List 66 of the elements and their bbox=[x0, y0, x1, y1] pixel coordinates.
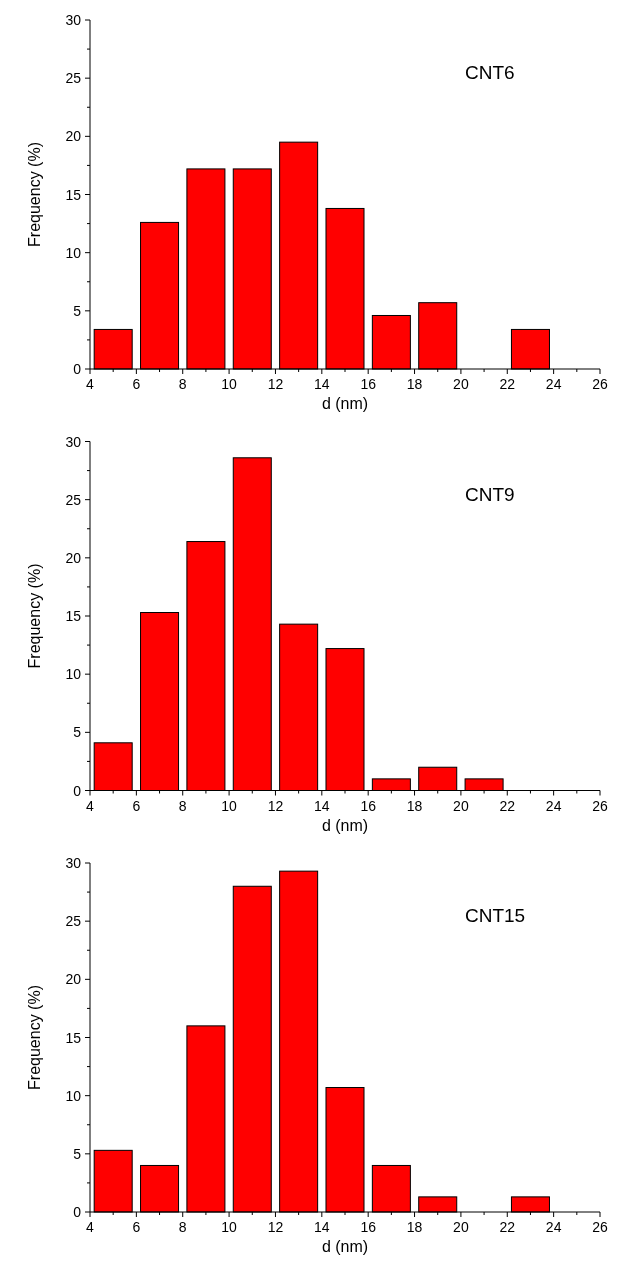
x-tick-label: 10 bbox=[221, 1219, 238, 1235]
x-tick-label: 22 bbox=[499, 1219, 516, 1235]
annotation: CNT9 bbox=[465, 483, 515, 505]
y-tick-label: 15 bbox=[65, 608, 82, 624]
x-tick-label: 18 bbox=[406, 797, 423, 814]
x-tick-label: 18 bbox=[406, 1219, 423, 1235]
y-tick-label: 15 bbox=[65, 186, 82, 203]
x-tick-label: 16 bbox=[360, 376, 377, 392]
x-tick-label: 16 bbox=[360, 1219, 377, 1235]
x-tick-label: 14 bbox=[314, 797, 330, 814]
x-tick-label: 6 bbox=[132, 1219, 141, 1235]
y-axis-title: Frequency (%) bbox=[26, 142, 43, 247]
x-tick-label: 12 bbox=[267, 797, 284, 814]
x-tick-label: 10 bbox=[221, 797, 238, 814]
x-tick-label: 24 bbox=[545, 376, 562, 392]
x-tick-label: 8 bbox=[178, 1219, 187, 1235]
x-tick-label: 26 bbox=[592, 797, 608, 814]
x-axis-title: d (nm) bbox=[321, 395, 369, 412]
y-tick-label: 30 bbox=[65, 433, 82, 450]
x-tick-label: 14 bbox=[314, 376, 330, 392]
x-tick-label: 22 bbox=[499, 797, 516, 814]
y-tick-label: 0 bbox=[73, 782, 82, 799]
y-tick-label: 20 bbox=[65, 128, 82, 145]
x-axis-title: d (nm) bbox=[321, 816, 369, 834]
y-tick-label: 0 bbox=[73, 1204, 82, 1220]
x-tick-label: 12 bbox=[267, 376, 284, 392]
y-tick-label: 5 bbox=[73, 302, 82, 319]
x-tick-label: 4 bbox=[86, 1219, 95, 1235]
x-tick-label: 8 bbox=[178, 376, 187, 392]
x-tick-label: 24 bbox=[545, 1219, 562, 1235]
x-tick-label: 14 bbox=[314, 1219, 330, 1235]
x-tick-label: 6 bbox=[132, 376, 141, 392]
x-tick-label: 20 bbox=[453, 797, 469, 814]
x-tick-label: 12 bbox=[267, 1219, 284, 1235]
y-tick-label: 5 bbox=[73, 724, 82, 741]
y-tick-label: 10 bbox=[65, 666, 82, 683]
y-tick-label: 20 bbox=[65, 971, 82, 988]
y-tick-label: 5 bbox=[73, 1145, 82, 1162]
x-tick-label: 26 bbox=[592, 1219, 608, 1235]
y-tick-label: 25 bbox=[65, 913, 82, 930]
annotation: CNT15 bbox=[465, 905, 526, 926]
y-tick-label: 30 bbox=[65, 855, 82, 871]
y-tick-label: 25 bbox=[65, 70, 82, 87]
y-tick-label: 20 bbox=[65, 549, 82, 566]
x-tick-label: 24 bbox=[545, 797, 562, 814]
x-tick-label: 16 bbox=[360, 797, 377, 814]
x-tick-label: 6 bbox=[132, 797, 141, 814]
y-axis-title: Frequency (%) bbox=[26, 563, 43, 669]
x-tick-label: 20 bbox=[453, 1219, 469, 1235]
y-tick-label: 0 bbox=[73, 361, 82, 377]
x-tick-label: 20 bbox=[453, 376, 469, 392]
y-tick-label: 10 bbox=[65, 1087, 82, 1104]
x-tick-label: 26 bbox=[592, 376, 608, 392]
x-tick-label: 10 bbox=[221, 376, 238, 392]
x-tick-label: 4 bbox=[86, 797, 95, 814]
x-tick-label: 4 bbox=[86, 376, 95, 392]
x-tick-label: 8 bbox=[178, 797, 187, 814]
annotation: CNT6 bbox=[465, 62, 515, 83]
y-tick-label: 25 bbox=[65, 491, 82, 508]
y-tick-label: 10 bbox=[65, 244, 82, 261]
y-axis-title: Frequency (%) bbox=[26, 985, 43, 1090]
y-tick-label: 30 bbox=[65, 12, 82, 28]
x-tick-label: 18 bbox=[406, 376, 423, 392]
x-axis-title: d (nm) bbox=[321, 1238, 369, 1255]
y-tick-label: 15 bbox=[65, 1029, 82, 1046]
x-tick-label: 22 bbox=[499, 376, 516, 392]
